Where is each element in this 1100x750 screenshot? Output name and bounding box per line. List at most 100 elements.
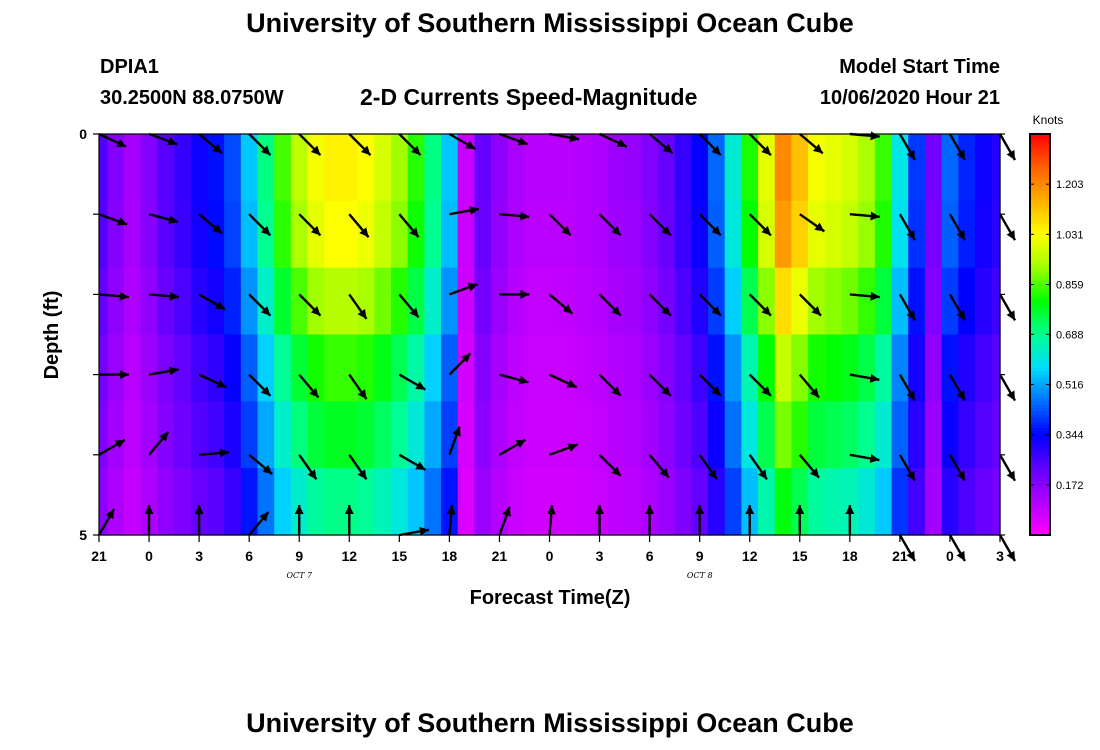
heat-cell (874, 334, 893, 402)
heat-cell (824, 134, 843, 202)
colorbar-segment (1030, 164, 1050, 169)
arrow-head (1006, 149, 1015, 160)
colorbar-segment (1030, 411, 1050, 416)
heat-cell (441, 468, 459, 536)
heat-cell (190, 200, 209, 269)
x-axis-label: Forecast Time(Z) (470, 587, 631, 609)
heat-cell (99, 468, 108, 536)
heat-cell (457, 334, 476, 402)
colorbar-segment (1030, 237, 1050, 242)
heat-cell (591, 134, 609, 202)
colorbar-segment (1030, 274, 1050, 279)
arrow-head (260, 386, 271, 396)
arrow-head (167, 136, 178, 146)
colorbar-segment (1030, 431, 1050, 436)
heat-cell (607, 401, 626, 469)
heat-cell (307, 267, 325, 336)
footer-title: University of Southern Mississippi Ocean… (246, 708, 854, 738)
y-tick-label: 0 (79, 126, 87, 142)
heat-cell (674, 267, 692, 336)
current-arrow (698, 454, 718, 481)
arrow-head (168, 366, 179, 376)
heat-cell (808, 334, 826, 402)
arrow-head (661, 306, 671, 316)
heat-cell (974, 401, 993, 469)
current-arrow (194, 505, 204, 535)
heat-cell (324, 334, 342, 402)
heat-cell (708, 134, 726, 202)
heat-cell (758, 134, 776, 202)
current-arrow (348, 454, 368, 481)
heat-cell (774, 134, 793, 202)
current-arrow (748, 293, 772, 317)
heat-cell (691, 334, 709, 402)
heat-cell (290, 468, 309, 536)
colorbar-segment (1030, 488, 1050, 493)
heat-cell (124, 334, 142, 402)
x-tick-label: 21 (492, 548, 508, 564)
arrow-head (294, 505, 304, 514)
heat-cell (791, 200, 809, 269)
colorbar-unit: Knots (1033, 113, 1064, 127)
current-arrow (398, 213, 420, 238)
heat-cell (574, 468, 592, 536)
colorbar-segment (1030, 341, 1050, 346)
heat-cell (591, 200, 609, 269)
heat-cell (841, 267, 859, 336)
heat-cell (407, 401, 425, 469)
heat-cell (274, 200, 292, 269)
heat-cell (908, 468, 926, 536)
date-label: OCT 8 (687, 571, 713, 580)
heat-cell (190, 468, 209, 536)
heat-cell (407, 267, 425, 336)
colorbar-segment (1030, 367, 1050, 372)
current-arrow (898, 454, 916, 482)
arrow-head (711, 145, 721, 156)
heat-cell (457, 267, 476, 336)
heat-cell (941, 334, 959, 402)
heat-cell (524, 134, 542, 202)
colorbar-segment (1030, 311, 1050, 316)
heat-cell (474, 468, 492, 536)
heat-cell (524, 334, 542, 402)
colorbar-tick-label: 0.859 (1056, 279, 1084, 291)
heat-cell (290, 401, 309, 469)
heat-cell (774, 468, 793, 536)
current-arrow (595, 505, 605, 535)
colorbar-segment (1030, 428, 1050, 433)
heat-cell (107, 134, 125, 202)
heat-cell (591, 468, 609, 536)
heat-cell (257, 334, 275, 402)
colorbar-segment (1030, 267, 1050, 272)
arrow-head (870, 291, 880, 301)
current-arrow (448, 282, 478, 296)
heat-cell (741, 334, 759, 402)
heat-cell (991, 200, 1001, 269)
colorbar-segment (1030, 518, 1050, 523)
heat-cell (541, 200, 559, 269)
heat-cell (99, 334, 108, 402)
heat-cell (507, 401, 526, 469)
heat-cell (841, 200, 859, 269)
heat-cell (574, 401, 592, 469)
heat-cell (307, 200, 325, 269)
heat-cell (174, 334, 192, 402)
heat-cell (674, 200, 692, 269)
current-arrow (498, 506, 511, 536)
heat-cell (290, 267, 309, 336)
colorbar-segment (1030, 351, 1050, 356)
heat-cell (441, 200, 459, 269)
arrow-head (119, 291, 129, 301)
arrow-head (344, 505, 354, 514)
colorbar-segment (1030, 147, 1050, 152)
heat-cell (290, 200, 309, 269)
arrow-head (159, 431, 169, 442)
current-arrow (144, 505, 154, 535)
current-arrow (648, 454, 670, 479)
current-arrow (948, 534, 966, 562)
heat-cell (441, 401, 459, 469)
arrow-head (595, 505, 605, 514)
heat-cell (708, 468, 726, 536)
colorbar-segment (1030, 421, 1050, 426)
heat-cell (140, 334, 158, 402)
